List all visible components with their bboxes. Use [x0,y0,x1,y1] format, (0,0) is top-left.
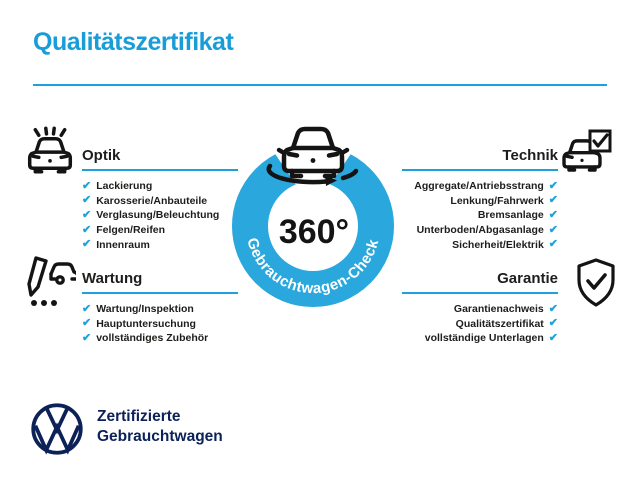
list-item: ✔ Bremsanlage [402,208,558,223]
list-item: ✔ Felgen/Reifen [82,223,238,238]
brand-text: Zertifizierte Gebrauchtwagen [97,407,223,446]
section-technik: Technik ✔ Aggregate/Antriebsstrang ✔ Lenku… [402,148,558,252]
list-item: ✔ vollständiges Zubehör [82,331,238,346]
check-icon: ✔ [82,223,92,236]
item-label: Verglasung/Beleuchtung [96,209,220,222]
check-icon: ✔ [548,317,558,330]
list-item: ✔ vollständige Unterlagen [402,331,558,346]
item-label: Unterboden/Abgasanlage [416,224,544,237]
section-wartung-title: Wartung [82,270,143,287]
check-icon: ✔ [82,302,92,315]
list-item: ✔ Unterboden/Abgasanlage [402,223,558,238]
check-icon: ✔ [82,317,92,330]
check-icon: ✔ [82,179,92,192]
list-item: ✔ Wartung/Inspektion [82,302,238,317]
section-divider [402,292,558,294]
item-label: Lackierung [96,180,153,193]
item-label: Qualitätszertifikat [455,317,544,330]
section-garantie-title: Garantie [497,270,558,287]
car-front-shine-icon [27,126,73,174]
section-divider [82,169,238,171]
item-label: Hauptuntersuchung [96,317,196,330]
check-icon: ✔ [548,194,558,207]
section-technik-title: Technik [502,147,558,164]
list-item: ✔ Hauptuntersuchung [82,317,238,332]
list-item: ✔ Karosserie/Anbauteile [82,194,238,209]
item-label: Karosserie/Anbauteile [96,194,208,207]
item-label: vollständige Unterlagen [424,332,544,345]
section-garantie: Garantie ✔ Garantienachweis ✔ Qualitätszer… [402,271,558,346]
badge-360-gebrauchtwagen-check: 360° Gebrauchtwagen-Check [232,126,394,307]
check-icon: ✔ [548,208,558,221]
shield-check-icon [577,258,615,307]
brand-line2: Gebrauchtwagen [97,427,223,445]
check-icon: ✔ [548,179,558,192]
service-checklist-icon [27,256,76,306]
check-icon: ✔ [82,238,92,251]
item-label: vollständiges Zubehör [96,332,209,345]
section-divider [402,169,558,171]
list-item: ✔ Aggregate/Antriebsstrang [402,179,558,194]
check-icon: ✔ [548,331,558,344]
item-label: Lenkung/Fahrwerk [450,194,544,207]
list-item: ✔ Lackierung [82,179,238,194]
section-divider [82,292,238,294]
item-label: Garantienachweis [453,303,544,316]
car-rotate-icon [266,126,359,186]
car-checkbox-icon [562,129,612,172]
item-label: Innenraum [96,238,150,251]
check-icon: ✔ [82,194,92,207]
list-item: ✔ Garantienachweis [402,302,558,317]
page-title: Qualitätszertifikat [33,28,234,56]
item-label: Sicherheit/Elektrik [452,238,544,251]
section-wartung: Wartung ✔ Wartung/Inspektion ✔ Hauptunters… [82,271,238,346]
brand-line1: Zertifizierte [97,408,181,425]
check-icon: ✔ [82,208,92,221]
check-icon: ✔ [548,238,558,251]
title-divider [33,84,607,86]
item-label: Felgen/Reifen [96,224,166,237]
list-item: ✔ Qualitätszertifikat [402,317,558,332]
list-item: ✔ Verglasung/Beleuchtung [82,208,238,223]
vw-logo [31,403,83,455]
check-icon: ✔ [548,223,558,236]
list-item: ✔ Sicherheit/Elektrik [402,237,558,252]
section-optik: Optik ✔ Lackierung ✔ Karosserie/Anbauteile… [82,148,238,252]
section-optik-title: Optik [82,147,121,164]
list-item: ✔ Innenraum [82,237,238,252]
check-icon: ✔ [548,302,558,315]
list-item: ✔ Lenkung/Fahrwerk [402,194,558,209]
item-label: Bremsanlage [477,209,544,222]
item-label: Aggregate/Antriebsstrang [414,180,544,193]
check-icon: ✔ [82,331,92,344]
item-label: Wartung/Inspektion [96,303,194,316]
badge-degrees: 360° [279,213,349,251]
